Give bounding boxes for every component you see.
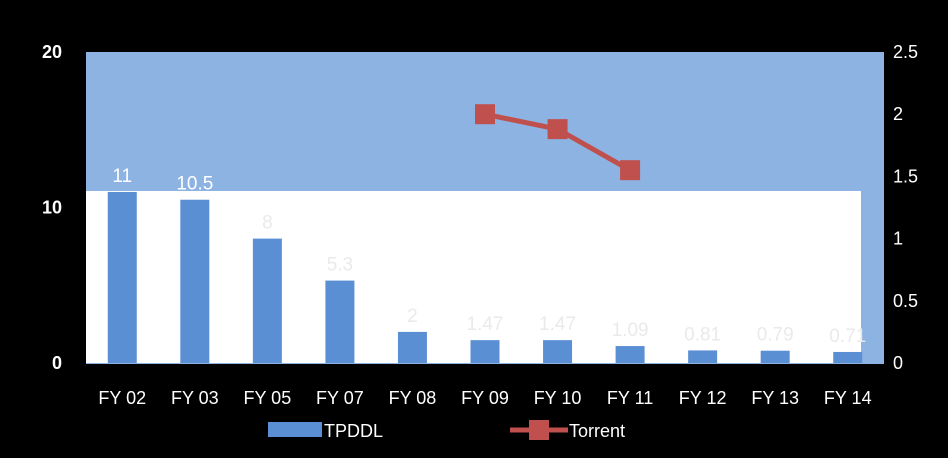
bar-0 <box>107 191 137 363</box>
bar-label-10: 0.71 <box>829 326 866 347</box>
legend-label-tpddl: TPDDL <box>324 421 383 441</box>
torrent-point-1 <box>547 119 568 140</box>
bar-6 <box>543 340 573 363</box>
category-label-0: FY 02 <box>98 388 146 408</box>
right-axis-tick-1: 0.5 <box>893 291 918 311</box>
right-axis-tick-3: 1.5 <box>893 166 918 186</box>
bar-label-6: 1.47 <box>539 314 576 335</box>
category-label-3: FY 07 <box>316 388 364 408</box>
category-label-10: FY 14 <box>824 388 872 408</box>
left-axis-tick-0: 0 <box>52 353 62 373</box>
legend: TPDDL Torrent <box>268 420 625 441</box>
legend-marker-torrent <box>529 420 549 440</box>
bar-label-4: 2 <box>407 306 418 327</box>
bar-label-1: 10.5 <box>176 174 213 195</box>
bar-8 <box>688 350 718 363</box>
bar-4 <box>397 331 427 363</box>
category-label-5: FY 09 <box>461 388 509 408</box>
bar-label-3: 5.3 <box>327 255 353 276</box>
plot-area-inner-panel <box>86 191 861 363</box>
bar-label-0: 11 <box>112 166 132 187</box>
category-label-4: FY 08 <box>389 388 437 408</box>
category-label-9: FY 13 <box>751 388 799 408</box>
line-series-torrent <box>475 104 641 181</box>
bar-series-tpddl <box>107 191 863 363</box>
bar-label-9: 0.79 <box>757 325 794 346</box>
right-axis-tick-0: 0 <box>893 353 903 373</box>
right-axis-tick-4: 2 <box>893 104 903 124</box>
bar-9 <box>760 350 790 363</box>
bar-1 <box>180 199 210 363</box>
category-label-1: FY 03 <box>171 388 219 408</box>
bar-7 <box>615 346 645 363</box>
right-axis-tick-2: 1 <box>893 229 903 249</box>
bar-10 <box>833 351 863 363</box>
torrent-point-0 <box>475 104 495 125</box>
legend-label-torrent: Torrent <box>569 421 625 441</box>
bar-label-7: 1.09 <box>612 320 649 341</box>
bar-5 <box>470 340 500 363</box>
category-label-6: FY 10 <box>534 388 582 408</box>
category-label-7: FY 11 <box>607 388 653 408</box>
bar-2 <box>252 238 282 363</box>
torrent-point-2 <box>620 160 641 181</box>
bar-data-labels: 11 10.5 8 5.3 2 1.47 1.47 1.09 0.81 0.79 0.71 <box>112 166 866 347</box>
bar-3 <box>325 280 355 363</box>
left-axis-tick-1: 10 <box>42 198 62 218</box>
bar-label-2: 8 <box>262 213 273 234</box>
left-axis-ticks: 0 10 20 <box>42 42 62 373</box>
category-label-8: FY 12 <box>679 388 727 408</box>
category-axis-labels: FY 02 FY 03 FY 05 FY 07 FY 08 FY 09 FY 10 FY 11… <box>98 388 871 408</box>
left-axis-tick-2: 20 <box>42 42 62 62</box>
legend-swatch-tpddl <box>268 422 322 437</box>
category-label-2: FY 05 <box>244 388 292 408</box>
right-axis-ticks: 0 0.5 1 1.5 2 2.5 <box>893 42 918 373</box>
bar-label-8: 0.81 <box>684 324 721 345</box>
bar-label-5: 1.47 <box>467 314 504 335</box>
right-axis-tick-5: 2.5 <box>893 42 918 62</box>
